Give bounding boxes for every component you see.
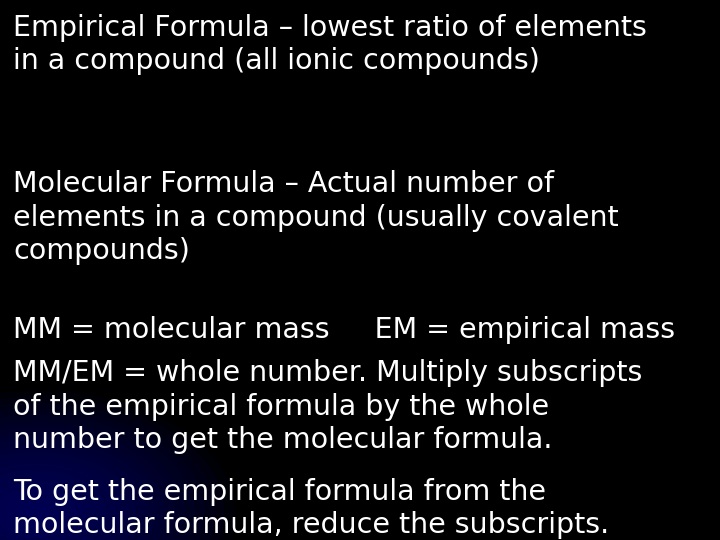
- Text: MM = molecular mass     EM = empirical mass: MM = molecular mass EM = empirical mass: [13, 316, 675, 344]
- Text: MM/EM = whole number. Multiply subscripts
of the empirical formula by the whole
: MM/EM = whole number. Multiply subscript…: [13, 359, 642, 454]
- Text: Molecular Formula – Actual number of
elements in a compound (usually covalent
co: Molecular Formula – Actual number of ele…: [13, 170, 618, 265]
- Ellipse shape: [0, 410, 204, 540]
- Text: To get the empirical formula from the
molecular formula, reduce the subscripts.: To get the empirical formula from the mo…: [13, 478, 609, 539]
- Ellipse shape: [0, 397, 224, 540]
- Ellipse shape: [0, 464, 115, 540]
- Text: Empirical Formula – lowest ratio of elements
in a compound (all ionic compounds): Empirical Formula – lowest ratio of elem…: [13, 14, 647, 75]
- Ellipse shape: [0, 403, 215, 540]
- Ellipse shape: [0, 392, 234, 540]
- Ellipse shape: [6, 495, 66, 531]
- Ellipse shape: [0, 416, 194, 540]
- Ellipse shape: [0, 453, 135, 540]
- Ellipse shape: [0, 422, 184, 540]
- Ellipse shape: [0, 446, 145, 540]
- Ellipse shape: [0, 476, 95, 540]
- Ellipse shape: [0, 489, 76, 537]
- Ellipse shape: [0, 458, 125, 540]
- Ellipse shape: [0, 428, 174, 540]
- Ellipse shape: [0, 483, 86, 540]
- Ellipse shape: [26, 507, 46, 519]
- Ellipse shape: [0, 470, 105, 540]
- Ellipse shape: [0, 434, 165, 540]
- Ellipse shape: [0, 440, 155, 540]
- Ellipse shape: [16, 501, 56, 525]
